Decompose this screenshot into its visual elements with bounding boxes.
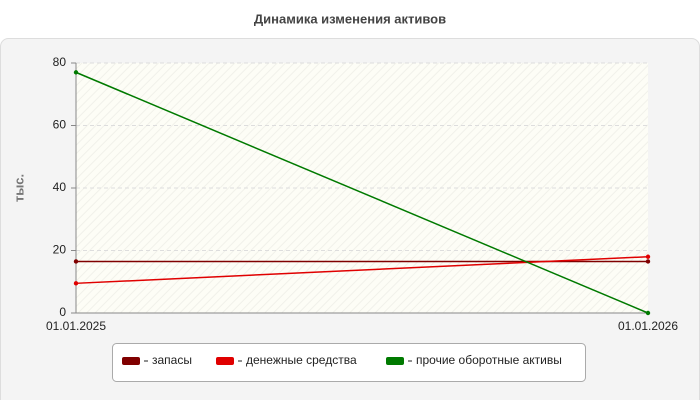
x-tick-label: 01.01.2025 <box>46 319 106 333</box>
point <box>73 70 79 75</box>
series-line <box>75 256 649 285</box>
legend-swatch <box>216 357 234 365</box>
y-axis-label: тыс. <box>11 174 26 202</box>
point <box>73 259 79 264</box>
legend <box>112 343 586 382</box>
legend-label: запасы <box>152 353 192 367</box>
point <box>73 281 79 286</box>
point <box>645 259 651 264</box>
y-tick-label: 40 <box>53 180 67 194</box>
legend-swatch <box>122 357 140 365</box>
legend-swatch <box>386 357 404 365</box>
chart-title: Динамика изменения активов <box>254 11 446 26</box>
legend-label: прочие оборотные активы <box>416 353 562 367</box>
y-tick-label: 20 <box>53 243 67 257</box>
legend-label: денежные средства <box>246 353 357 367</box>
y-tick-label: 60 <box>53 118 67 132</box>
point <box>645 310 651 316</box>
y-tick-label: 80 <box>53 55 67 69</box>
y-tick-label: 0 <box>59 305 66 319</box>
x-tick-label: 01.01.2026 <box>618 319 678 333</box>
series-line <box>75 71 649 314</box>
point <box>645 254 651 259</box>
